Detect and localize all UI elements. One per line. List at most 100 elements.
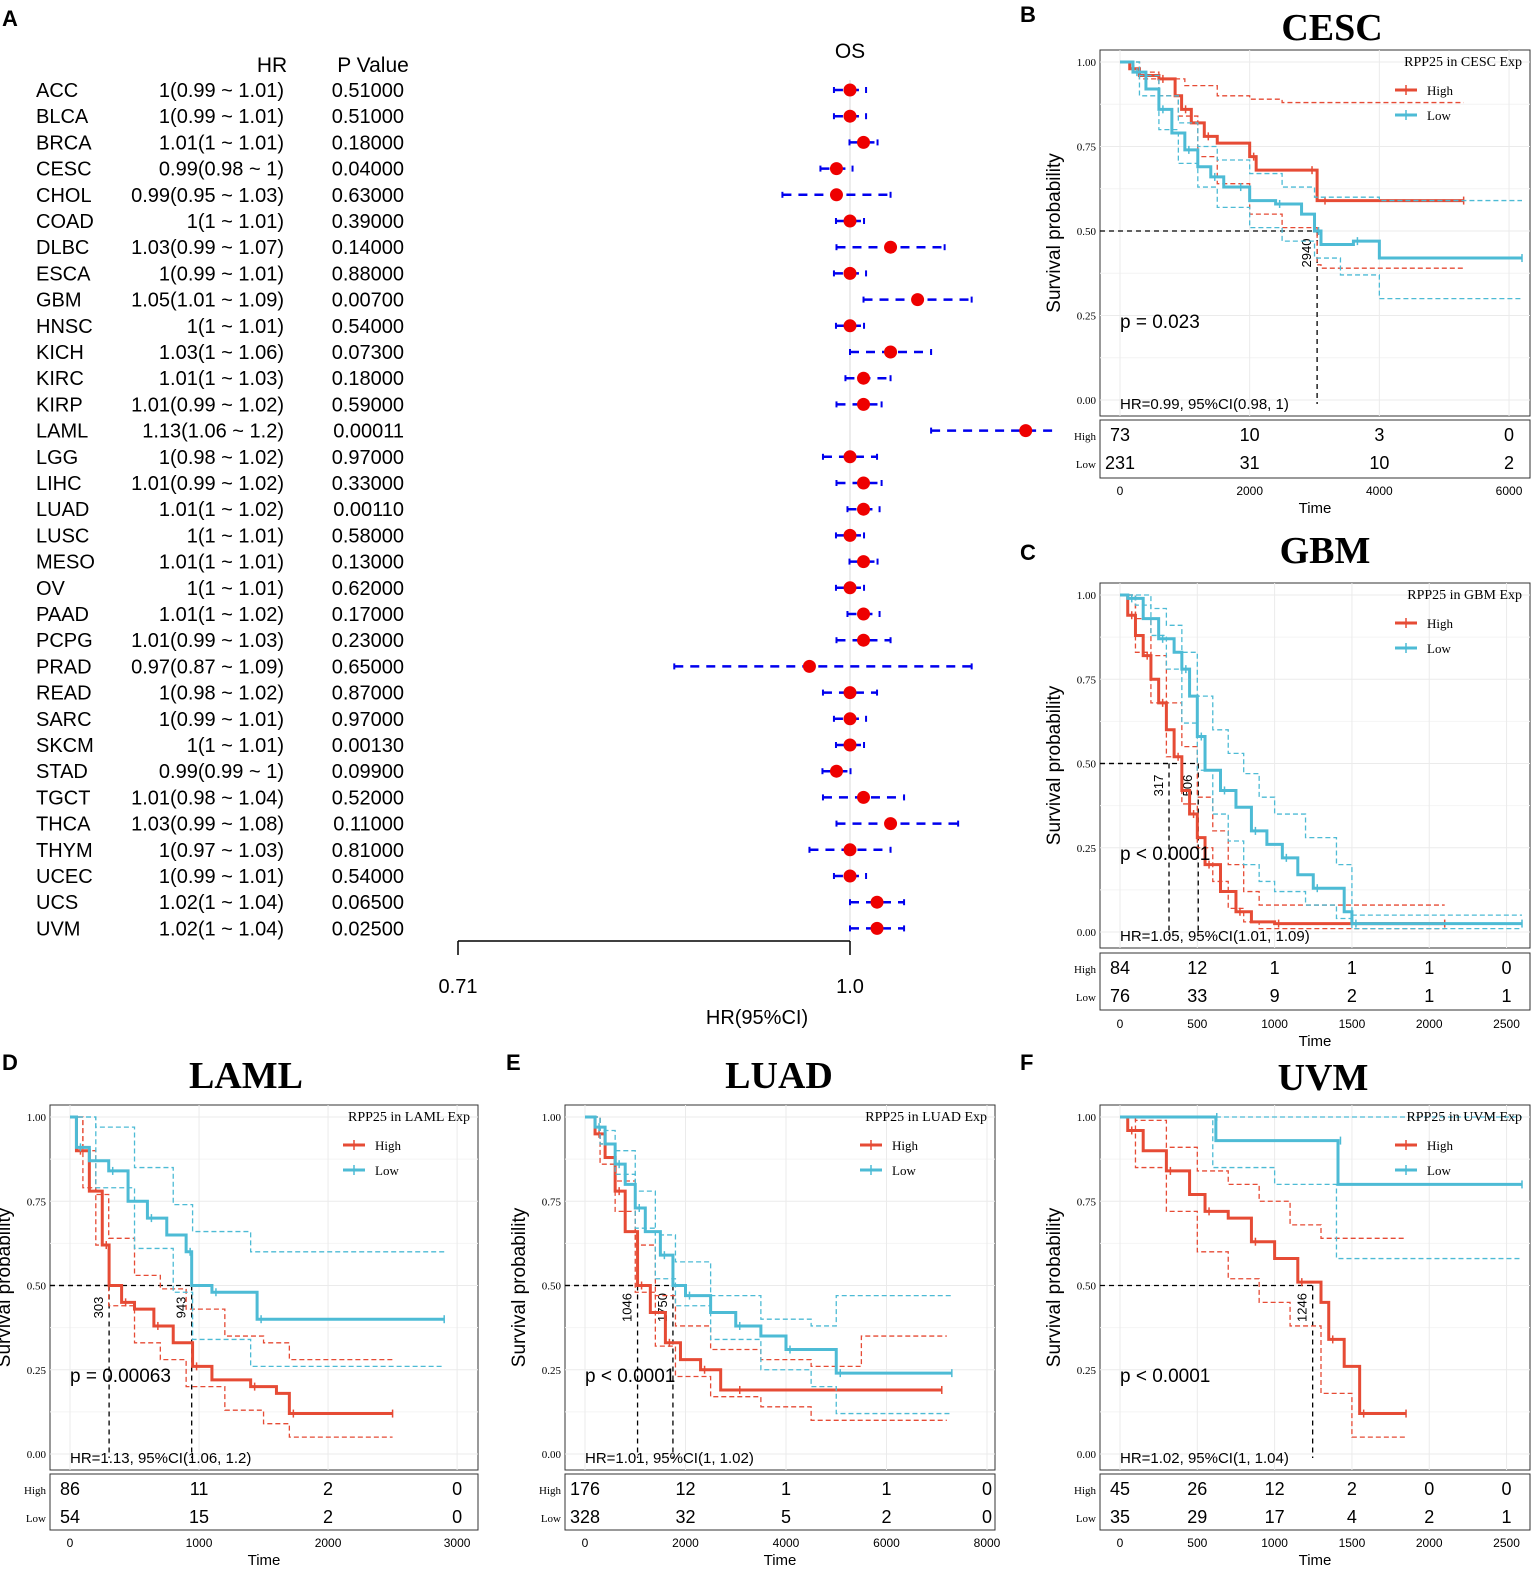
hr-value: 1.01(1 ~ 1.01)	[159, 132, 284, 154]
y-tick-label: 0.75	[542, 1196, 562, 1208]
x-tick-label: 2000	[1236, 484, 1263, 498]
risk-count: 1	[1502, 986, 1512, 1006]
hr-value: 1(1 ~ 1.01)	[187, 316, 284, 338]
p-value: 0.11000	[333, 814, 404, 836]
median-label: 303	[91, 1297, 106, 1319]
hr-point	[1019, 424, 1033, 438]
hr-value: 0.99(0.95 ~ 1.03)	[131, 185, 284, 207]
x-tick-label: 2500	[1493, 1017, 1520, 1031]
hr-point	[857, 633, 871, 647]
x-axis-title: Time	[764, 1552, 797, 1569]
risk-count: 0	[1424, 1479, 1434, 1499]
hr-annotation: HR=1.02, 95%CI(1, 1.04)	[1120, 1450, 1289, 1467]
risk-table	[1099, 952, 1531, 1011]
p-value: 0.51000	[332, 106, 404, 128]
panel-title: UVM	[1278, 1057, 1369, 1099]
risk-count: 10	[1369, 453, 1389, 473]
hr-value: 1(0.98 ~ 1.02)	[159, 683, 284, 705]
ci-band-line	[1120, 61, 1522, 202]
legend-label: Low	[375, 1163, 399, 1178]
risk-group-label: High	[1074, 1485, 1097, 1497]
cancer-label: DLBC	[36, 237, 89, 259]
p-value: 0.09900	[332, 761, 404, 783]
survival-curve-high	[585, 1115, 942, 1392]
legend-title: RPP25 in UVM Exp	[1406, 1110, 1522, 1125]
x-tick-label: 6000	[1496, 484, 1523, 498]
y-tick-label: 0.50	[1077, 1281, 1097, 1293]
p-column-header: P Value	[337, 54, 409, 77]
x-tick-label: 0	[1117, 1017, 1124, 1031]
x-tick-label: 6000	[873, 1536, 900, 1550]
cancer-label: LGG	[36, 447, 78, 469]
cancer-label: COAD	[36, 211, 94, 233]
hr-value: 1(0.98 ~ 1.02)	[159, 447, 284, 469]
hr-value: 1.01(0.99 ~ 1.02)	[131, 473, 284, 495]
ci-band-line	[1120, 594, 1522, 930]
y-tick-label: 0.00	[1077, 1449, 1097, 1461]
panel-title: CESC	[1281, 7, 1382, 49]
p-value: 0.06500	[332, 892, 404, 914]
cancer-label: SKCM	[36, 735, 94, 757]
cancer-label: THYM	[36, 840, 93, 862]
hr-value: 1(0.99 ~ 1.01)	[159, 709, 284, 731]
risk-count: 2	[323, 1507, 333, 1527]
x-tick-label: 0	[582, 1536, 589, 1550]
p-value: 0.17000	[332, 604, 404, 626]
cancer-label: CHOL	[36, 185, 92, 207]
hr-value: 1(0.97 ~ 1.03)	[159, 840, 284, 862]
panel-title: LUAD	[725, 1055, 833, 1097]
median-label: 1750	[655, 1293, 670, 1322]
x-tick-label: 1000	[1261, 1536, 1288, 1550]
cancer-label: ACC	[36, 80, 78, 102]
x-tick-label: 4000	[773, 1536, 800, 1550]
risk-count: 86	[60, 1479, 80, 1499]
median-label: 317	[1151, 775, 1166, 797]
hr-value: 1.03(0.99 ~ 1.08)	[131, 814, 284, 836]
x-tick-label: 2000	[315, 1536, 342, 1550]
p-value: 0.58000	[332, 525, 404, 547]
hr-point	[843, 214, 857, 228]
risk-group-label: High	[1074, 431, 1097, 443]
hr-point	[843, 528, 857, 542]
survival-curve-low	[1120, 60, 1522, 260]
hr-point	[884, 240, 898, 254]
cancer-label: UCS	[36, 892, 78, 914]
survival-curve-low	[70, 1115, 445, 1321]
hr-annotation: HR=0.99, 95%CI(0.98, 1)	[1120, 396, 1289, 413]
plot-area	[564, 1104, 996, 1471]
ci-band-line	[1120, 1116, 1407, 1438]
p-value: 0.97000	[332, 447, 404, 469]
hr-point	[829, 764, 843, 778]
cancer-label: LAML	[36, 421, 88, 443]
risk-count: 15	[189, 1507, 209, 1527]
y-axis-title: Survival probability	[1044, 1207, 1065, 1367]
cancer-label: KIRC	[36, 368, 84, 390]
x-axis-title: Time	[1299, 1552, 1332, 1569]
hr-point	[843, 738, 857, 752]
risk-count: 328	[570, 1507, 600, 1527]
risk-group-label: High	[539, 1485, 562, 1497]
plot-area	[1099, 49, 1531, 417]
p-value: 0.04000	[332, 159, 404, 181]
p-value: 0.23000	[332, 630, 404, 652]
risk-count: 1	[1424, 958, 1434, 978]
p-value: 0.52000	[332, 787, 404, 809]
cancer-label: HNSC	[36, 316, 93, 338]
ci-band-line	[1120, 1116, 1407, 1239]
legend-label: Low	[1427, 641, 1451, 656]
panel-letter: B	[1020, 2, 1036, 27]
km-plot-luad: E LUAD 0.00 0.25 0.50 0.75 1.00 Survival probab…	[506, 1050, 1001, 1569]
risk-count: 0	[1502, 1479, 1512, 1499]
cancer-label: PRAD	[36, 656, 92, 678]
median-label: 943	[174, 1297, 189, 1319]
hr-annotation: HR=1.01, 95%CI(1, 1.02)	[585, 1450, 754, 1467]
cancer-label: LUAD	[36, 499, 89, 521]
risk-count: 11	[190, 1479, 209, 1499]
hr-point	[857, 555, 871, 569]
risk-group-label: Low	[1076, 459, 1096, 471]
legend-title: RPP25 in LAML Exp	[348, 1110, 470, 1125]
p-value: 0.87000	[332, 683, 404, 705]
hr-value: 1(1 ~ 1.01)	[187, 578, 284, 600]
ci-band-line	[70, 1116, 393, 1438]
cancer-label: OV	[36, 578, 66, 600]
